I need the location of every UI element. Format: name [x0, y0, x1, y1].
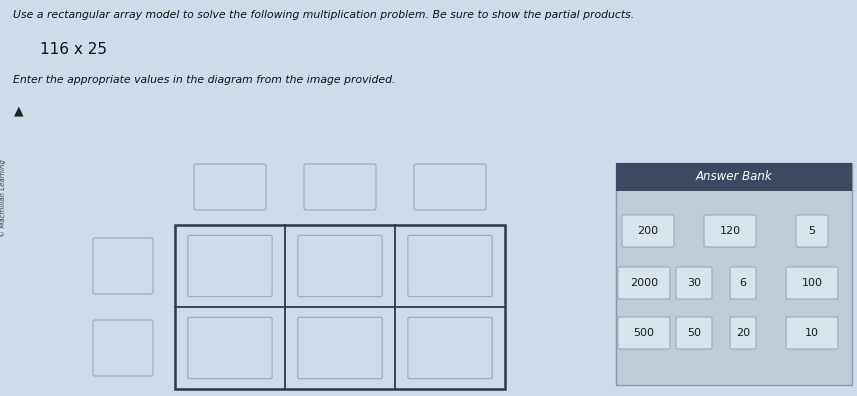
FancyBboxPatch shape: [676, 267, 712, 299]
FancyBboxPatch shape: [298, 317, 382, 379]
Text: 5: 5: [808, 226, 816, 236]
Bar: [616, 163, 852, 191]
Text: 120: 120: [719, 226, 740, 236]
FancyBboxPatch shape: [618, 317, 670, 349]
FancyBboxPatch shape: [730, 267, 756, 299]
Text: 6: 6: [740, 278, 746, 288]
FancyBboxPatch shape: [622, 215, 674, 247]
Text: 20: 20: [736, 328, 750, 338]
Text: 2000: 2000: [630, 278, 658, 288]
Text: Enter the appropriate values in the diagram from the image provided.: Enter the appropriate values in the diag…: [13, 75, 395, 85]
FancyBboxPatch shape: [676, 317, 712, 349]
Text: Answer Bank: Answer Bank: [696, 171, 772, 183]
FancyBboxPatch shape: [188, 235, 273, 297]
FancyBboxPatch shape: [408, 317, 492, 379]
Text: 30: 30: [687, 278, 701, 288]
FancyBboxPatch shape: [194, 164, 266, 210]
FancyBboxPatch shape: [408, 235, 492, 297]
FancyBboxPatch shape: [786, 317, 838, 349]
FancyBboxPatch shape: [704, 215, 756, 247]
Bar: [175, 225, 505, 389]
Text: 116 x 25: 116 x 25: [40, 42, 107, 57]
Text: 200: 200: [638, 226, 658, 236]
Text: ▲: ▲: [14, 104, 24, 117]
FancyBboxPatch shape: [414, 164, 486, 210]
Bar: [616, 163, 852, 385]
FancyBboxPatch shape: [93, 238, 153, 294]
FancyBboxPatch shape: [796, 215, 828, 247]
Text: 500: 500: [633, 328, 655, 338]
FancyBboxPatch shape: [304, 164, 376, 210]
Text: Use a rectangular array model to solve the following multiplication problem. Be : Use a rectangular array model to solve t…: [13, 10, 634, 20]
FancyBboxPatch shape: [618, 267, 670, 299]
Text: 10: 10: [805, 328, 819, 338]
FancyBboxPatch shape: [298, 235, 382, 297]
Text: © Macmillan Learning: © Macmillan Learning: [0, 159, 6, 237]
FancyBboxPatch shape: [786, 267, 838, 299]
FancyBboxPatch shape: [730, 317, 756, 349]
FancyBboxPatch shape: [93, 320, 153, 376]
Text: 100: 100: [801, 278, 823, 288]
FancyBboxPatch shape: [188, 317, 273, 379]
Text: 50: 50: [687, 328, 701, 338]
